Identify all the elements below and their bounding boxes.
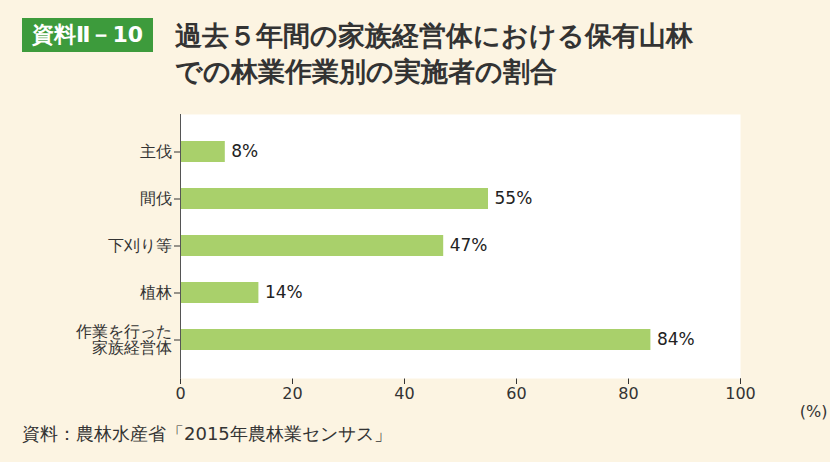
svg-text:84%: 84% [657,329,695,349]
svg-text:55%: 55% [495,188,533,208]
html-text:過去５年間の家族経営体における保有山林 での林業作業別の実施: 過去５年間の家族経営体における保有山林 での林業作業別の実施者の割合 [175,20,694,87]
svg-text:植林: 植林 [140,283,172,302]
svg-text:20: 20 [282,384,302,403]
svg-text:間伐: 間伐 [140,189,172,208]
html-text:資料Ⅱ－10: 資料Ⅱ－10 [32,22,144,47]
svg-text:14%: 14% [265,282,303,302]
html-text:資料：農林水産省「2015年農林業センサス」: 資料：農林水産省「2015年農林業センサス」 [22,423,392,444]
svg-text:40: 40 [394,384,414,403]
svg-text:下刈り等: 下刈り等 [108,236,172,255]
svg-text:作業を行った家族経営体: 作業を行った家族経営体 [75,322,172,357]
svg-text:80: 80 [618,384,638,403]
svg-text:主伐: 主伐 [140,142,172,161]
svg-text:100: 100 [725,384,756,403]
svg-text:60: 60 [506,384,526,403]
svg-text:8%: 8% [231,141,258,161]
svg-text:0: 0 [175,384,185,403]
svg-text:47%: 47% [450,235,488,255]
svg-text:(%): (%) [800,402,828,421]
